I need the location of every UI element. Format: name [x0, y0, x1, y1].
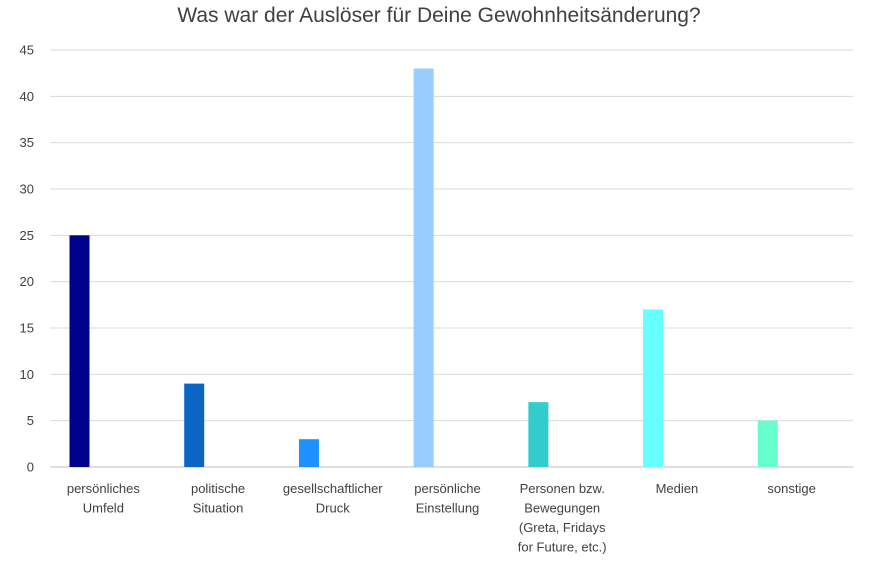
bar [298, 439, 319, 467]
x-tick-label: sonstige [767, 481, 815, 496]
gridlines [50, 49, 853, 468]
y-tick-label: 40 [20, 89, 34, 104]
x-tick-label: Situation [193, 501, 244, 516]
bar [643, 309, 664, 467]
bars [69, 68, 778, 468]
bar [69, 235, 90, 467]
category-labels: persönliches Umfeld politische Situation ges… [67, 481, 816, 555]
bar [413, 68, 434, 468]
chart-title: Was war der Auslöser für Deine Gewohnhei… [177, 4, 701, 27]
x-tick-label: Umfeld [83, 501, 124, 516]
y-tick-label: 25 [20, 228, 34, 243]
x-tick-label: for Future, etc.) [518, 540, 607, 555]
y-tick-label: 45 [20, 43, 34, 58]
x-tick-label: persönliches [67, 481, 140, 496]
x-tick-label: Bewegungen [524, 501, 600, 516]
x-tick-label: politische [191, 481, 245, 496]
x-tick-label: persönliche [414, 481, 481, 496]
x-tick-label: gesellschaftlicher [283, 481, 383, 496]
x-tick-label: Einstellung [416, 501, 480, 516]
x-tick-label: (Greta, Fridays [519, 520, 606, 535]
y-tick-label: 30 [20, 182, 34, 197]
bar [757, 420, 778, 467]
y-tick-label: 20 [20, 274, 34, 289]
bar [528, 402, 549, 467]
y-axis-ticks: 0 5 10 15 20 25 30 35 40 45 [20, 43, 34, 475]
y-tick-label: 5 [27, 413, 34, 428]
x-tick-label: Personen bzw. [520, 481, 605, 496]
y-tick-label: 15 [20, 321, 34, 336]
x-tick-label: Medien [656, 481, 699, 496]
bar [184, 383, 205, 467]
y-tick-label: 35 [20, 135, 34, 150]
y-tick-label: 10 [20, 367, 34, 382]
y-tick-label: 0 [27, 460, 34, 475]
x-tick-label: Druck [316, 501, 350, 516]
